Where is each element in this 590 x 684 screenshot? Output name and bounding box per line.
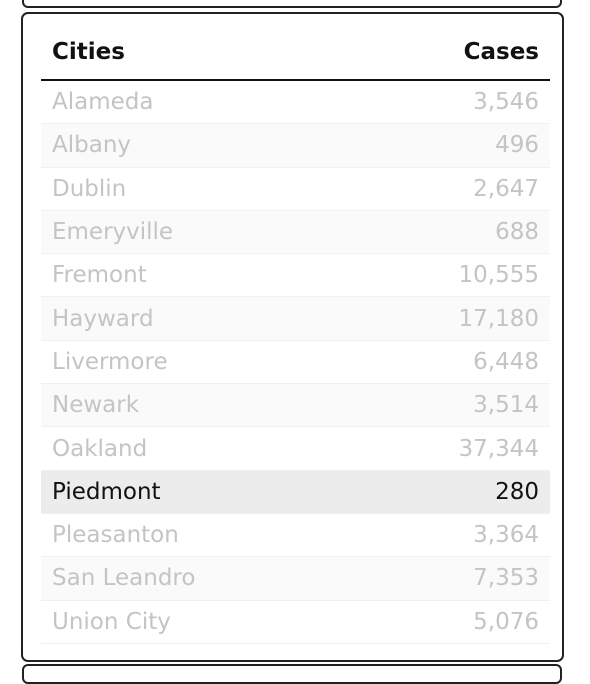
cases-cell: 496 bbox=[495, 132, 539, 159]
city-cell: Fremont bbox=[52, 262, 147, 289]
cases-cell: 3,514 bbox=[473, 392, 539, 419]
table-row[interactable]: Livermore 6,448 bbox=[41, 341, 550, 385]
table-row[interactable]: Oakland 37,344 bbox=[41, 427, 550, 471]
city-cell: Pleasanton bbox=[52, 522, 179, 549]
cases-cell: 10,555 bbox=[458, 262, 539, 289]
cases-cell: 688 bbox=[495, 219, 539, 246]
table-row[interactable]: Alameda 3,546 bbox=[41, 81, 550, 125]
table-header: Cities Cases bbox=[41, 34, 550, 81]
cases-table-card: Cities Cases Alameda 3,546 Albany 496 Du… bbox=[21, 12, 564, 662]
cases-cell: 17,180 bbox=[458, 305, 539, 332]
city-cell: Piedmont bbox=[52, 478, 161, 505]
cases-cell: 3,546 bbox=[473, 89, 539, 116]
table-row[interactable]: Fremont 10,555 bbox=[41, 254, 550, 298]
cases-cell: 5,076 bbox=[473, 608, 539, 635]
column-header-cases: Cases bbox=[463, 39, 539, 65]
table-body: Alameda 3,546 Albany 496 Dublin 2,647 Em… bbox=[41, 81, 550, 644]
city-cell: Union City bbox=[52, 608, 171, 635]
city-cell: Dublin bbox=[52, 175, 127, 202]
city-cell: Alameda bbox=[52, 89, 154, 116]
city-cell: Oakland bbox=[52, 435, 148, 462]
city-cell: San Leandro bbox=[52, 565, 196, 592]
cases-cell: 2,647 bbox=[473, 175, 539, 202]
table-row[interactable]: Union City 5,076 bbox=[41, 601, 550, 644]
city-cell: Emeryville bbox=[52, 219, 174, 246]
cases-cell: 6,448 bbox=[473, 348, 539, 375]
table-row-highlighted[interactable]: Piedmont 280 bbox=[41, 470, 550, 514]
table-row[interactable]: Pleasanton 3,364 bbox=[41, 514, 550, 558]
cases-cell: 3,364 bbox=[473, 522, 539, 549]
city-cell: Hayward bbox=[52, 305, 154, 332]
next-card-edge bbox=[22, 664, 562, 684]
table-row[interactable]: Albany 496 bbox=[41, 124, 550, 168]
table-row[interactable]: Newark 3,514 bbox=[41, 384, 550, 428]
city-cell: Albany bbox=[52, 132, 132, 159]
cases-cell: 280 bbox=[495, 478, 539, 505]
cases-cell: 7,353 bbox=[473, 565, 539, 592]
previous-card-edge bbox=[22, 0, 562, 8]
city-cell: Livermore bbox=[52, 348, 168, 375]
table-row[interactable]: Hayward 17,180 bbox=[41, 297, 550, 341]
table-row[interactable]: San Leandro 7,353 bbox=[41, 557, 550, 601]
table-row[interactable]: Dublin 2,647 bbox=[41, 168, 550, 211]
cases-cell: 37,344 bbox=[458, 435, 539, 462]
table-row[interactable]: Emeryville 688 bbox=[41, 210, 550, 255]
cases-table: Cities Cases Alameda 3,546 Albany 496 Du… bbox=[41, 34, 550, 644]
column-header-cities: Cities bbox=[52, 39, 125, 65]
city-cell: Newark bbox=[52, 392, 140, 419]
